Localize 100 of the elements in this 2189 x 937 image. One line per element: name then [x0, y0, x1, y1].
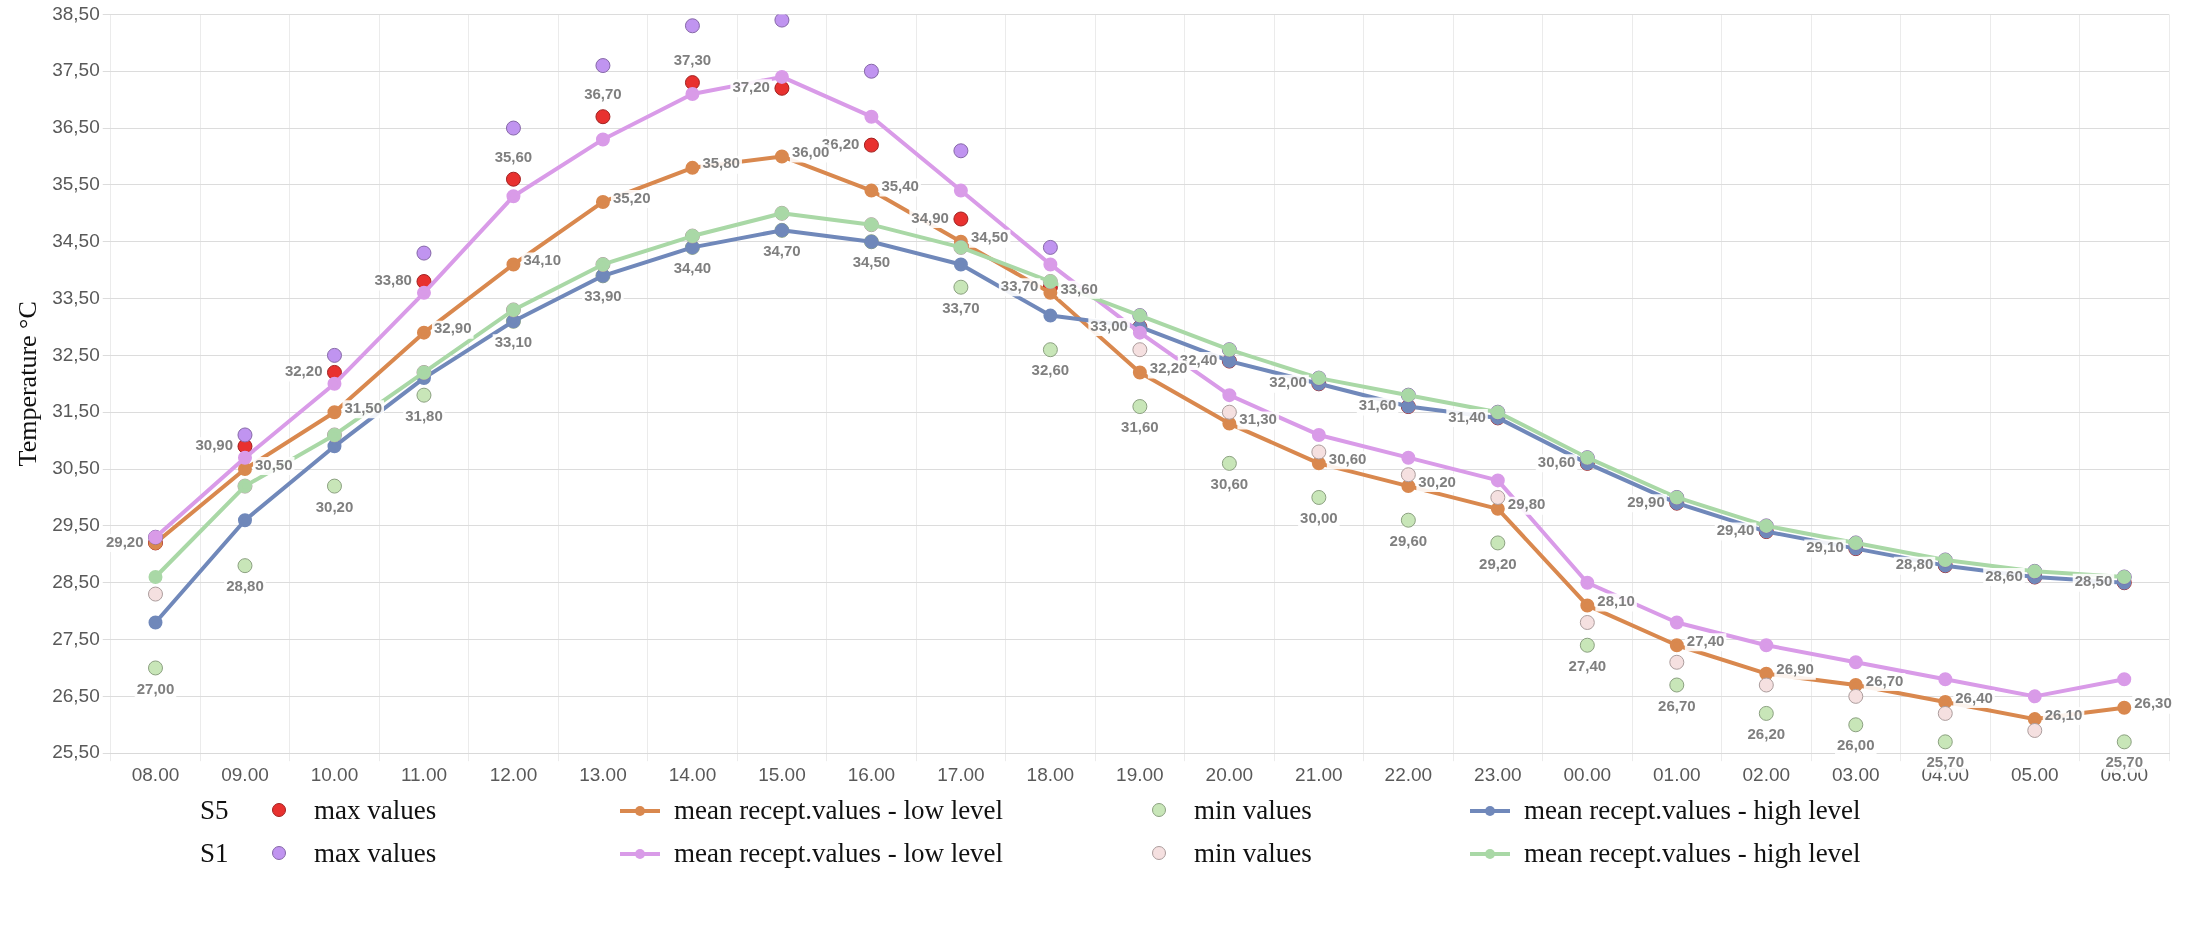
data-label: 33,60	[1060, 279, 1098, 297]
data-label: 26,70	[1865, 671, 1904, 689]
data-label: 30,50	[254, 455, 293, 473]
data-label: 34,50	[852, 253, 891, 271]
x-tick-label: 21.00	[1295, 763, 1343, 785]
y-tick-label: 28,50	[52, 570, 100, 592]
x-tick-label: 23.00	[1474, 763, 1522, 785]
y-tick-label: 36,50	[52, 116, 100, 138]
data-label: 26,30	[2134, 694, 2172, 712]
data-label: 31,50	[344, 398, 383, 416]
x-tick-label: 20.00	[1205, 763, 1254, 785]
data-label: 29,90	[1627, 492, 1665, 510]
y-tick-label: 35,50	[52, 173, 100, 195]
x-tick-label: 10.00	[310, 763, 359, 785]
legend-label: min values	[1194, 838, 1312, 869]
data-label: 30,00	[1300, 509, 1338, 527]
data-label: 27,40	[1568, 656, 1607, 674]
x-tick-label: 08.00	[131, 763, 180, 785]
data-label: 31,80	[405, 406, 443, 424]
data-label: 30,60	[1210, 475, 1249, 492]
data-label: 26,40	[1955, 688, 1993, 706]
data-label: 32,60	[1031, 361, 1070, 379]
legend-label: mean recept.values - high level	[1524, 838, 1861, 869]
x-tick-label: 12.00	[489, 763, 538, 785]
data-label: 34,10	[523, 251, 561, 269]
data-label: 29,10	[1806, 538, 1844, 556]
data-label: 33,70	[1000, 276, 1039, 294]
y-axis-title: Temperature °C	[13, 301, 43, 467]
x-tick-label: 00.00	[1563, 763, 1612, 785]
data-label: 29,40	[1716, 521, 1755, 539]
data-label: 29,20	[1479, 554, 1517, 572]
y-tick-label: 32,50	[52, 343, 100, 365]
data-label: 32,90	[433, 319, 472, 337]
data-label: 28,10	[1597, 592, 1635, 610]
legend-label: mean recept.values - low level	[674, 795, 1004, 826]
x-tick-label: 01.00	[1653, 763, 1701, 785]
data-label: 31,60	[1358, 396, 1397, 414]
y-tick-label: 37,50	[52, 59, 100, 81]
data-label: 28,80	[226, 577, 264, 595]
x-tick-label: 19.00	[1116, 763, 1164, 785]
y-tick-label: 33,50	[52, 286, 100, 308]
data-label: 35,80	[702, 154, 740, 172]
data-label: 28,60	[1985, 566, 2023, 584]
data-label: 29,20	[105, 532, 144, 550]
y-tick-label: 27,50	[52, 627, 100, 649]
text: S1	[200, 838, 230, 869]
legend-label: max values	[314, 795, 437, 826]
legend-label: min values	[1194, 795, 1312, 826]
x-tick-label: 09.00	[221, 763, 269, 785]
data-label: 26,20	[1747, 725, 1786, 743]
x-tick-label: 16.00	[847, 763, 896, 785]
y-tick-label: 30,50	[52, 457, 100, 479]
data-label: 34,40	[673, 259, 712, 277]
data-label: 28,50	[2074, 572, 2113, 590]
data-label: 26,10	[2044, 705, 2083, 723]
data-label: 37,30	[673, 51, 712, 69]
x-tick-label: 17.00	[937, 763, 985, 785]
data-label: 27,00	[136, 679, 175, 697]
x-tick-label: 02.00	[1742, 763, 1791, 785]
x-tick-label: 18.00	[1026, 763, 1075, 785]
data-label: 25,70	[1926, 753, 1965, 771]
x-tick-label: 11.00	[400, 763, 448, 785]
data-label: 31,60	[1121, 418, 1159, 436]
data-label: 31,40	[1448, 407, 1486, 425]
y-tick-label: 25,50	[52, 741, 100, 763]
data-label: 28,80	[1895, 555, 1934, 573]
y-tick-label: 29,50	[52, 514, 100, 536]
data-label: 34,70	[763, 242, 801, 259]
data-label: 33,00	[1090, 316, 1128, 334]
data-label: 30,60	[1537, 453, 1576, 470]
data-label: 30,90	[195, 435, 233, 453]
x-tick-label: 05.00	[2010, 763, 2059, 785]
data-label: 25,70	[2105, 753, 2144, 771]
data-label: 35,20	[612, 188, 651, 206]
y-tick-label: 26,50	[52, 684, 100, 706]
data-label: 33,80	[374, 271, 412, 289]
data-label: 29,80	[1507, 495, 1546, 513]
data-label: 26,70	[1658, 696, 1696, 714]
data-label: 35,60	[494, 147, 533, 165]
x-tick-label: 13.00	[579, 763, 627, 785]
x-tick-label: 03.00	[1832, 763, 1880, 785]
data-label: 32,20	[284, 362, 323, 380]
data-label: 33,10	[494, 332, 533, 350]
x-tick-label: 14.00	[668, 763, 717, 785]
data-label: 30,60	[1328, 450, 1367, 467]
legend-label: mean recept.values - low level	[674, 838, 1004, 869]
data-label: 34,50	[970, 228, 1009, 246]
data-label: 30,20	[315, 497, 354, 515]
text: S5	[200, 795, 230, 826]
data-label: 26,00	[1837, 736, 1875, 754]
data-label: 26,90	[1776, 660, 1814, 678]
data-label: 31,30	[1239, 410, 1277, 428]
y-tick-label: 38,50	[52, 2, 100, 24]
data-label: 32,00	[1269, 373, 1307, 391]
data-label: 33,90	[584, 287, 622, 305]
y-tick-label: 31,50	[52, 400, 100, 422]
data-label: 29,60	[1389, 531, 1428, 549]
legend-label: max values	[314, 838, 437, 869]
x-tick-label: 15.00	[758, 763, 806, 785]
data-label: 37,20	[732, 77, 770, 95]
